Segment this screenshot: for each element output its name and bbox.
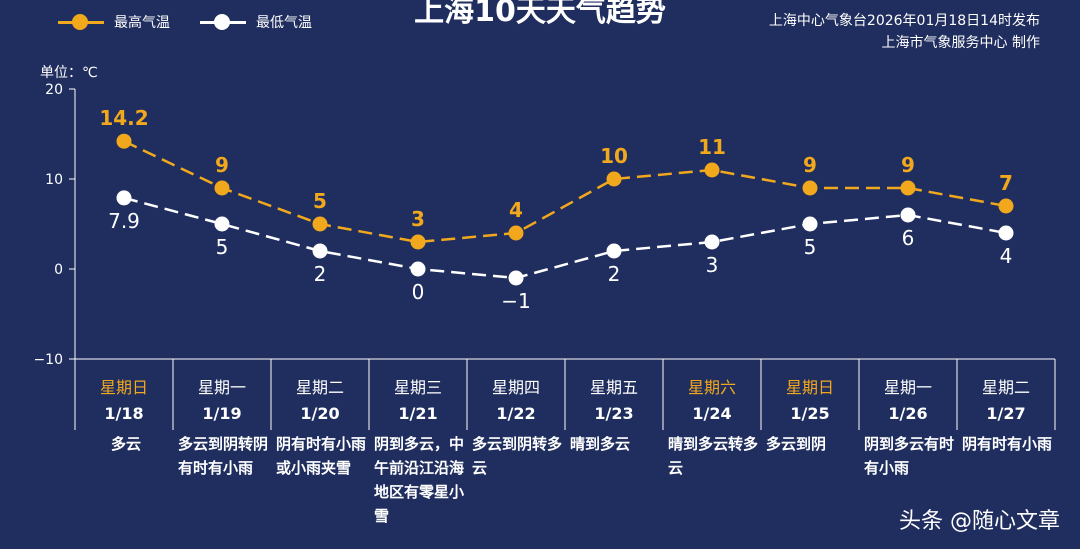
legend-item-low: 最低气温	[200, 12, 312, 32]
date-label: 1/24	[692, 404, 732, 423]
weather-description: 多云到阴	[766, 435, 827, 453]
legend-low-label: 最低气温	[256, 15, 312, 31]
y-tick-label: −10	[33, 352, 63, 368]
low-temp-label: 7.9	[108, 209, 140, 233]
date-label: 1/27	[986, 404, 1026, 423]
low-temp-point	[802, 216, 818, 232]
weekday-label: 星期一	[883, 378, 932, 397]
low-temp-point	[508, 270, 524, 286]
weather-description: 多云	[111, 435, 142, 453]
weather-description: 晴到多云	[570, 435, 631, 453]
weekday-label: 星期五	[589, 378, 638, 397]
low-temp-point	[214, 216, 230, 232]
watermark: 头条 @随心文章	[899, 509, 1060, 534]
date-label: 1/18	[104, 404, 144, 423]
high-temp-label: 11	[698, 135, 726, 159]
chart-legend: 最高气温 最低气温	[58, 12, 342, 32]
legend-item-high: 最高气温	[58, 12, 170, 32]
low-temp-point	[704, 234, 720, 250]
low-temp-label: 2	[314, 262, 327, 286]
weekday-label: 星期一	[197, 378, 246, 397]
low-temp-point	[998, 225, 1014, 241]
low-temp-point	[410, 261, 426, 277]
y-tick-label: 10	[45, 172, 63, 188]
low-temp-label: 3	[706, 253, 719, 277]
low-temp-line	[123, 196, 1007, 280]
low-temp-label: 0	[412, 280, 425, 304]
high-temp-point	[998, 198, 1014, 214]
date-label: 1/26	[888, 404, 928, 423]
high-temp-label: 10	[600, 144, 628, 168]
weekday-label: 星期二	[981, 378, 1030, 397]
high-temp-label: 3	[411, 207, 425, 231]
weather-description: 晴到多云转多云	[668, 435, 759, 477]
weekday-label: 星期四	[491, 378, 540, 397]
low-temp-label: 4	[1000, 244, 1013, 268]
legend-low-swatch	[200, 12, 246, 32]
legend-high-label: 最高气温	[114, 15, 170, 31]
weekday-label: 星期三	[393, 378, 442, 397]
weather-description: 阴有时有小雨或小雨夹雪	[276, 435, 367, 477]
weather-description: 多云到阴转多云	[472, 435, 563, 477]
date-label: 1/25	[790, 404, 830, 423]
weather-description: 阴到多云，中午前沿江沿海地区有零星小雪	[374, 435, 465, 525]
low-temp-label: 6	[902, 226, 915, 250]
weekday-label: 星期日	[99, 378, 148, 397]
high-temp-point	[900, 180, 916, 196]
low-temp-point	[606, 243, 622, 259]
date-label: 1/20	[300, 404, 340, 423]
high-temp-point	[410, 234, 426, 250]
high-temp-point	[802, 180, 818, 196]
legend-high-swatch	[58, 12, 104, 32]
high-temp-point	[704, 162, 720, 178]
source-note: 上海中心气象台2026年01月18日14时发布 上海市气象服务中心 制作	[769, 10, 1040, 54]
high-temp-label: 9	[901, 153, 915, 177]
high-temp-point	[606, 171, 622, 187]
high-temp-point	[312, 216, 328, 232]
high-temp-label: 7	[999, 171, 1013, 195]
date-label: 1/19	[202, 404, 242, 423]
low-temp-label: −1	[501, 289, 530, 313]
high-temp-point	[214, 180, 230, 196]
source-line-1: 上海中心气象台2026年01月18日14时发布	[768, 13, 1040, 29]
weather-description: 阴有时有小雨	[962, 435, 1053, 453]
weather-description: 阴到多云有时有小雨	[864, 435, 955, 477]
high-temp-line	[123, 140, 1007, 244]
unit-label: 单位：℃	[40, 65, 98, 81]
high-temp-label: 9	[215, 153, 229, 177]
date-label: 1/22	[496, 404, 536, 423]
low-temp-point	[312, 243, 328, 259]
y-tick-label: 0	[54, 262, 63, 278]
high-temp-point	[116, 133, 132, 149]
weekday-label: 星期日	[785, 378, 834, 397]
high-temp-label: 4	[509, 198, 523, 222]
low-temp-point	[116, 190, 132, 206]
low-temp-label: 2	[608, 262, 621, 286]
date-label: 1/23	[594, 404, 634, 423]
y-tick-label: 20	[45, 82, 63, 98]
high-temp-label: 5	[313, 189, 327, 213]
high-temp-point	[508, 225, 524, 241]
source-line-2: 上海市气象服务中心 制作	[881, 35, 1040, 51]
chart-title: 上海10天天气趋势	[414, 0, 666, 29]
low-temp-label: 5	[216, 235, 229, 259]
weather-description: 多云到阴转阴有时有小雨	[178, 435, 269, 477]
date-label: 1/21	[398, 404, 438, 423]
low-temp-label: 5	[804, 235, 817, 259]
low-temp-point	[900, 207, 916, 223]
weekday-label: 星期六	[687, 378, 736, 397]
high-temp-label: 9	[803, 153, 817, 177]
weekday-label: 星期二	[295, 378, 344, 397]
high-temp-label: 14.2	[99, 106, 148, 130]
